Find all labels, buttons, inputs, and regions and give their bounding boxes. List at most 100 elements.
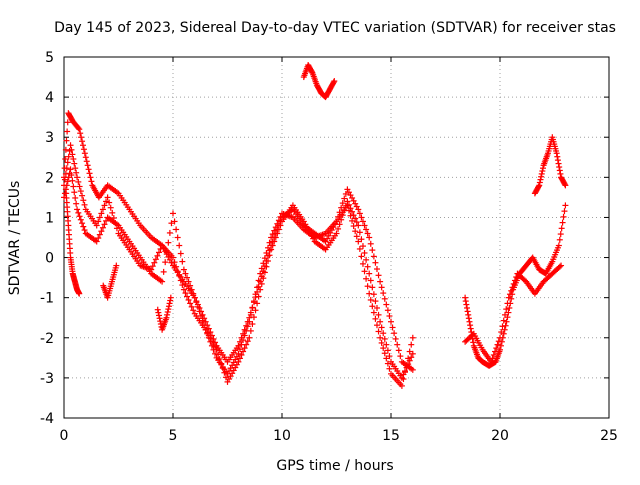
data-point xyxy=(80,197,87,204)
data-point xyxy=(244,323,251,330)
data-point xyxy=(208,342,215,349)
data-point xyxy=(81,227,88,234)
data-point xyxy=(501,326,508,333)
data-point xyxy=(70,183,77,190)
data-point xyxy=(95,218,102,225)
x-tick-label: 25 xyxy=(600,428,618,444)
data-point xyxy=(363,275,370,282)
data-point xyxy=(464,308,471,315)
data-point xyxy=(344,202,351,209)
data-point xyxy=(95,235,102,242)
data-point xyxy=(347,212,354,219)
data-point xyxy=(503,318,510,325)
data-point xyxy=(557,170,564,177)
data-point xyxy=(155,309,162,316)
data-point xyxy=(271,227,278,234)
data-point xyxy=(505,294,512,301)
data-point xyxy=(258,265,265,272)
data-point xyxy=(381,350,388,357)
data-point xyxy=(331,78,338,85)
data-point xyxy=(88,178,95,185)
data-point xyxy=(370,309,377,316)
data-point xyxy=(171,218,178,225)
data-point xyxy=(64,128,71,135)
y-tick-label: 2 xyxy=(45,170,54,186)
data-point xyxy=(553,150,560,157)
data-point xyxy=(356,210,363,217)
data-point xyxy=(466,318,473,325)
x-tick-label: 0 xyxy=(60,428,69,444)
data-point xyxy=(489,355,496,362)
data-point xyxy=(179,282,186,289)
y-tick-label: 0 xyxy=(45,251,54,267)
data-point xyxy=(235,350,242,357)
data-point xyxy=(556,236,563,243)
data-point xyxy=(386,365,393,372)
data-point xyxy=(501,311,508,318)
data-point xyxy=(252,307,259,314)
data-point xyxy=(511,277,518,284)
data-point xyxy=(163,314,170,321)
data-point xyxy=(176,272,183,279)
data-point xyxy=(246,318,253,325)
data-point xyxy=(375,328,382,335)
data-point xyxy=(342,190,349,197)
data-point xyxy=(67,142,74,149)
data-point xyxy=(269,242,276,249)
data-point xyxy=(408,354,415,361)
data-point xyxy=(204,330,211,337)
data-point xyxy=(255,293,262,300)
data-point xyxy=(96,231,103,238)
data-point xyxy=(235,342,242,349)
data-point xyxy=(191,294,198,301)
data-point xyxy=(84,162,91,169)
data-point xyxy=(408,341,415,348)
data-point xyxy=(177,277,184,284)
data-point xyxy=(240,337,247,344)
data-point xyxy=(199,317,206,324)
data-point xyxy=(409,334,416,341)
data-point xyxy=(149,263,156,270)
data-point xyxy=(392,335,399,342)
data-point xyxy=(400,376,407,383)
data-point xyxy=(386,353,393,360)
data-point xyxy=(384,307,391,314)
data-point xyxy=(170,210,176,217)
data-point xyxy=(380,345,387,352)
data-point xyxy=(381,295,388,302)
data-point xyxy=(497,346,503,353)
data-point xyxy=(557,231,564,238)
data-point xyxy=(349,217,356,224)
data-point xyxy=(333,230,340,237)
data-point xyxy=(113,262,120,269)
data-point xyxy=(490,351,497,358)
data-point xyxy=(349,208,356,215)
data-point xyxy=(184,274,191,281)
data-point xyxy=(367,277,374,284)
data-point xyxy=(76,183,83,190)
data-point xyxy=(258,280,265,287)
data-point xyxy=(257,286,264,293)
data-point xyxy=(383,301,390,308)
data-point xyxy=(494,341,501,348)
data-point xyxy=(275,217,282,224)
data-point xyxy=(510,280,517,287)
data-point xyxy=(254,284,261,291)
data-point xyxy=(369,247,376,254)
data-point xyxy=(65,153,72,160)
data-point xyxy=(73,169,80,176)
data-point xyxy=(465,315,472,322)
data-point xyxy=(79,220,86,227)
data-point xyxy=(64,159,71,166)
data-point xyxy=(263,263,270,270)
data-point xyxy=(556,167,563,174)
data-point xyxy=(205,334,212,341)
data-point xyxy=(375,311,382,318)
data-point xyxy=(260,260,267,267)
x-tick-label: 15 xyxy=(382,428,400,444)
data-point xyxy=(361,222,368,229)
data-point xyxy=(359,243,366,250)
data-point xyxy=(151,259,158,266)
data-point xyxy=(555,160,562,167)
